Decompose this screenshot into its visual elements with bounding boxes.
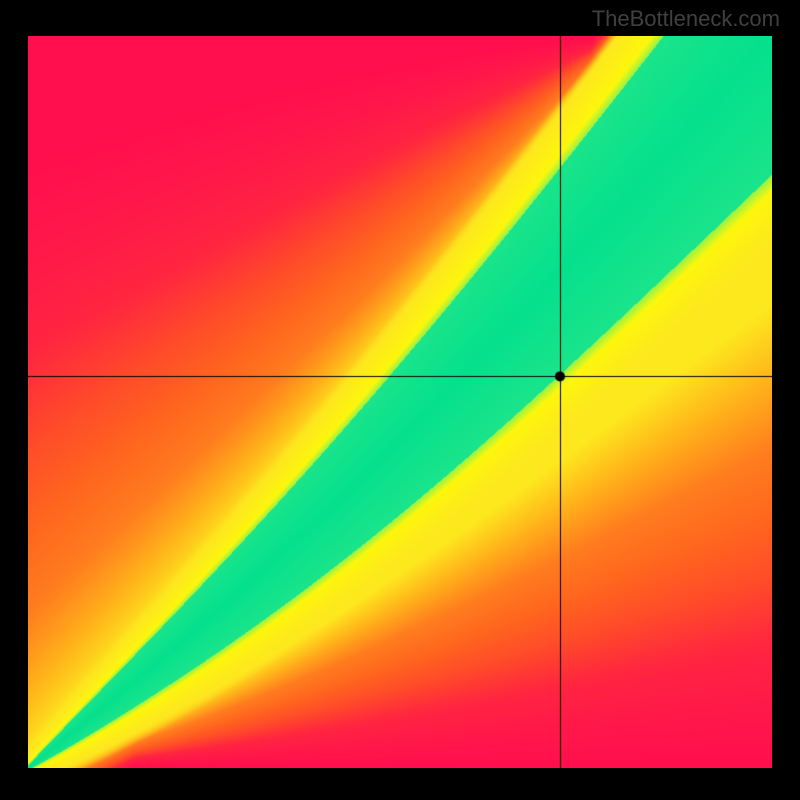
plot-frame bbox=[28, 36, 772, 768]
heatmap-canvas bbox=[28, 36, 772, 768]
watermark-text: TheBottleneck.com bbox=[592, 6, 780, 32]
chart-container: TheBottleneck.com bbox=[0, 0, 800, 800]
